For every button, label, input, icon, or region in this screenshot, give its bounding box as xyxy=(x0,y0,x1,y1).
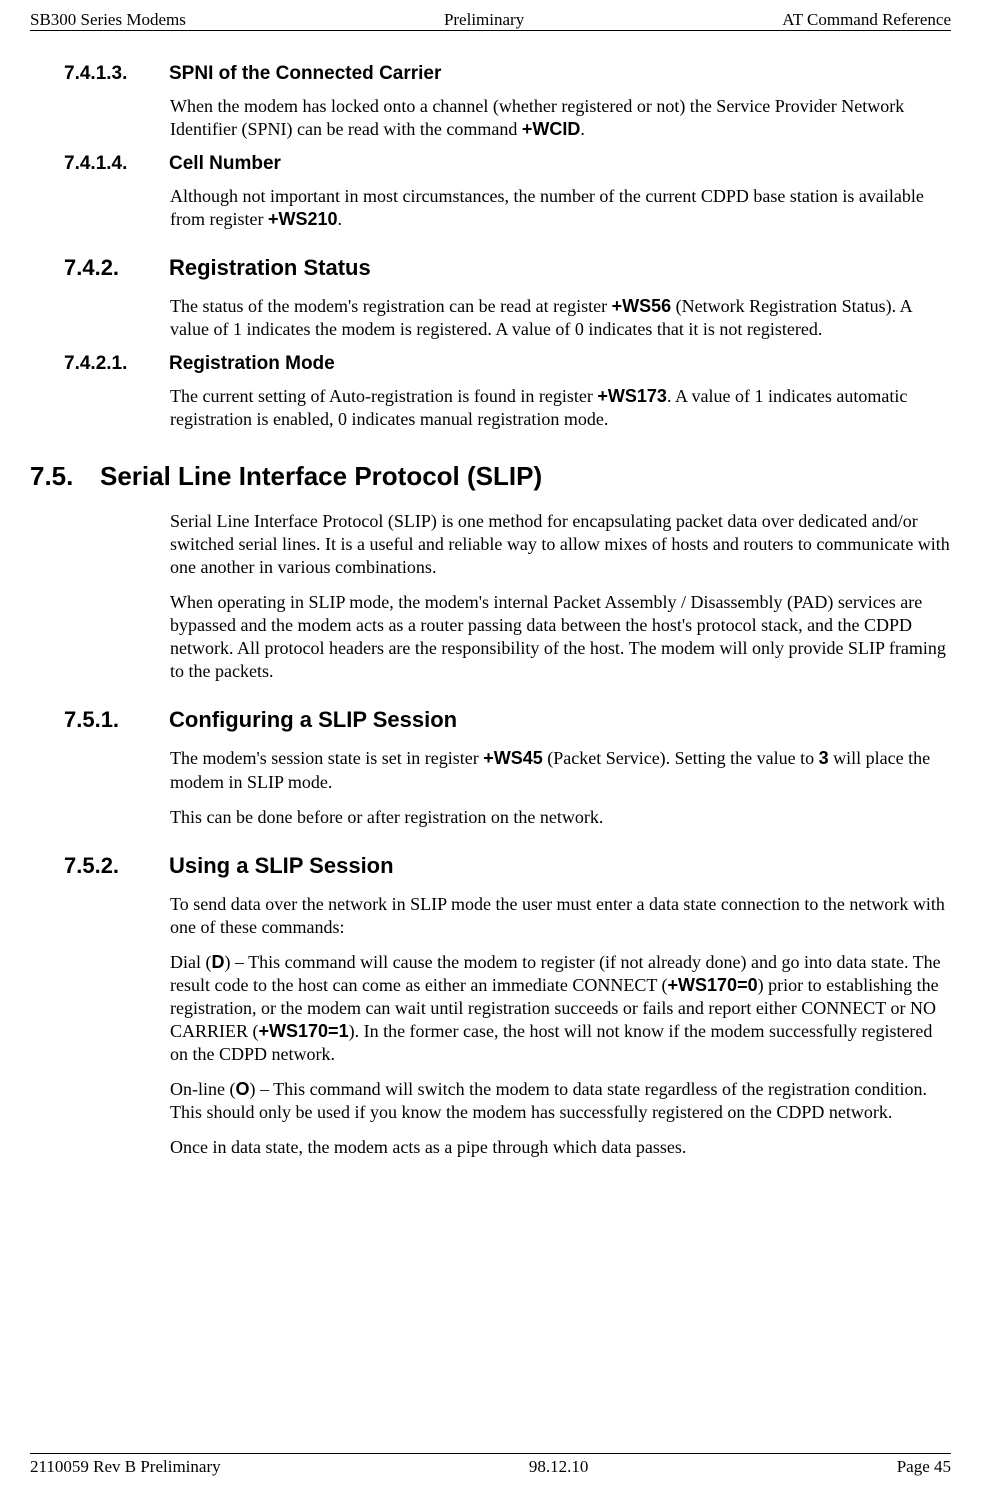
paragraph: To send data over the network in SLIP mo… xyxy=(170,893,951,939)
heading-number: 7.4.1.4. xyxy=(64,153,169,175)
paragraph: Although not important in most circumsta… xyxy=(170,185,951,231)
command-ref: +WCID xyxy=(522,119,581,139)
heading-number: 7.5.2. xyxy=(64,853,169,879)
paragraph: When operating in SLIP mode, the modem's… xyxy=(170,591,951,683)
heading-number: 7.4.2. xyxy=(64,255,169,281)
body-text: The modem's session state is set in regi… xyxy=(170,748,483,768)
paragraph: This can be done before or after registr… xyxy=(170,806,951,829)
command-ref: +WS56 xyxy=(612,296,672,316)
header-left: SB300 Series Modems xyxy=(30,10,186,30)
heading-number: 7.4.1.3. xyxy=(64,63,169,85)
heading-title: SPNI of the Connected Carrier xyxy=(169,63,441,85)
command-ref: D xyxy=(211,952,224,972)
command-ref: +WS170=1 xyxy=(259,1021,349,1041)
body-text: ) – This command will switch the modem t… xyxy=(170,1079,927,1122)
footer-right: Page 45 xyxy=(897,1457,951,1477)
body-text: The status of the modem's registration c… xyxy=(170,296,612,316)
heading-title: Cell Number xyxy=(169,153,281,175)
paragraph: On-line (O) – This command will switch t… xyxy=(170,1078,951,1124)
command-ref: +WS173 xyxy=(597,386,667,406)
command-ref: +WS170=0 xyxy=(668,975,758,995)
heading-title: Registration Mode xyxy=(169,353,335,375)
heading-number: 7.5. xyxy=(30,461,100,492)
body-text: On-line ( xyxy=(170,1079,235,1099)
heading-title: Serial Line Interface Protocol (SLIP) xyxy=(100,461,542,492)
command-ref: 3 xyxy=(819,748,829,768)
paragraph: The modem's session state is set in regi… xyxy=(170,747,951,793)
paragraph: The current setting of Auto-registration… xyxy=(170,385,951,431)
body-text: The current setting of Auto-registration… xyxy=(170,386,597,406)
body-text: Dial ( xyxy=(170,952,211,972)
page-content: 7.4.1.3. SPNI of the Connected Carrier W… xyxy=(30,53,951,1413)
page-footer: 2110059 Rev B Preliminary 98.12.10 Page … xyxy=(30,1453,951,1477)
heading-7-4-2: 7.4.2. Registration Status xyxy=(64,255,951,281)
header-center: Preliminary xyxy=(444,10,524,30)
heading-7-5-1: 7.5.1. Configuring a SLIP Session xyxy=(64,707,951,733)
paragraph: Serial Line Interface Protocol (SLIP) is… xyxy=(170,510,951,579)
body-text: . xyxy=(580,119,585,139)
heading-7-4-1-3: 7.4.1.3. SPNI of the Connected Carrier xyxy=(64,63,951,85)
paragraph: The status of the modem's registration c… xyxy=(170,295,951,341)
footer-center: 98.12.10 xyxy=(529,1457,589,1477)
heading-title: Using a SLIP Session xyxy=(169,853,394,879)
command-ref: +WS210 xyxy=(268,209,338,229)
command-ref: O xyxy=(235,1079,249,1099)
paragraph: When the modem has locked onto a channel… xyxy=(170,95,951,141)
body-text: . xyxy=(338,209,343,229)
paragraph: Dial (D) – This command will cause the m… xyxy=(170,951,951,1066)
heading-title: Registration Status xyxy=(169,255,371,281)
heading-7-4-1-4: 7.4.1.4. Cell Number xyxy=(64,153,951,175)
paragraph: Once in data state, the modem acts as a … xyxy=(170,1136,951,1159)
header-right: AT Command Reference xyxy=(782,10,951,30)
heading-number: 7.4.2.1. xyxy=(64,353,169,375)
command-ref: +WS45 xyxy=(483,748,543,768)
body-text: (Packet Service). Setting the value to xyxy=(543,748,819,768)
heading-7-4-2-1: 7.4.2.1. Registration Mode xyxy=(64,353,951,375)
heading-7-5: 7.5. Serial Line Interface Protocol (SLI… xyxy=(30,461,951,492)
footer-left: 2110059 Rev B Preliminary xyxy=(30,1457,221,1477)
heading-number: 7.5.1. xyxy=(64,707,169,733)
page-header: SB300 Series Modems Preliminary AT Comma… xyxy=(30,10,951,31)
heading-title: Configuring a SLIP Session xyxy=(169,707,457,733)
heading-7-5-2: 7.5.2. Using a SLIP Session xyxy=(64,853,951,879)
